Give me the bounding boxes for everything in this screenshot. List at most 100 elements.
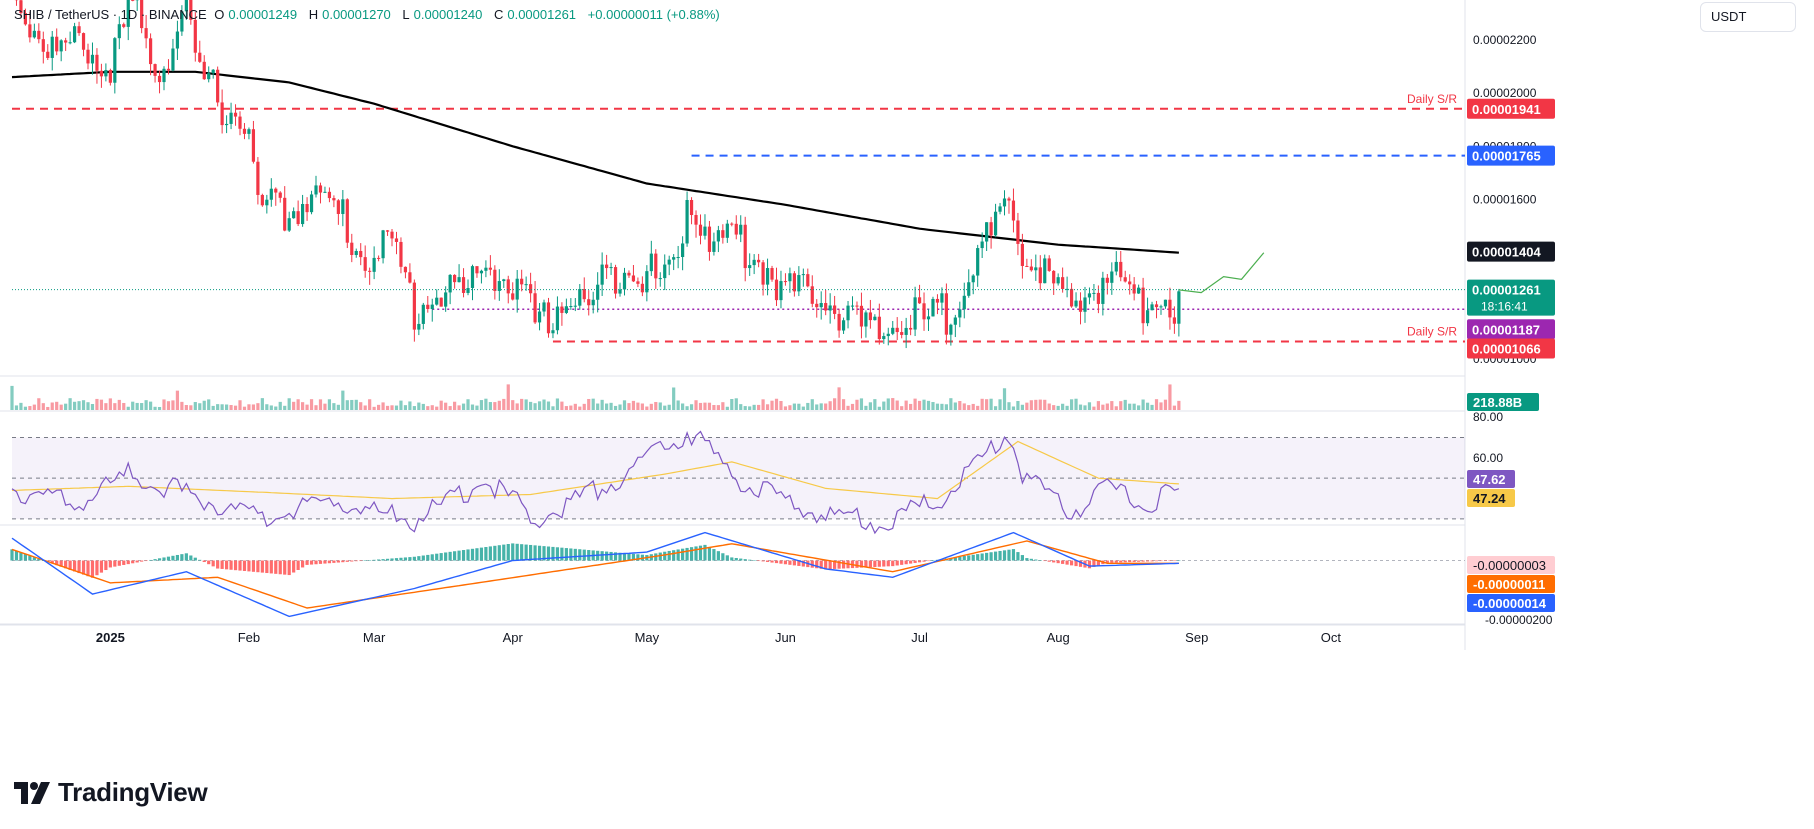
- macd-histogram-bar: [681, 548, 685, 561]
- macd-histogram-bar: [797, 560, 801, 566]
- volume-bar: [345, 400, 349, 410]
- volume-bar: [730, 399, 734, 410]
- candle-body: [470, 266, 475, 289]
- candle-body: [403, 266, 408, 273]
- candle-body: [529, 284, 533, 294]
- macd-histogram-bar: [457, 550, 461, 561]
- macd-histogram-bar: [672, 550, 676, 561]
- volume-bar: [207, 399, 211, 410]
- candle-body: [260, 194, 264, 206]
- candle-body: [41, 39, 45, 52]
- volume-bar: [19, 402, 23, 410]
- candle-body: [730, 223, 734, 225]
- volume-bar: [935, 403, 940, 410]
- support-price-badge-bg: [1467, 319, 1555, 340]
- macd-histogram-bar: [292, 560, 296, 573]
- candle-body: [904, 327, 908, 335]
- candle-body: [457, 277, 461, 283]
- candle-body: [394, 238, 399, 242]
- support-price-badge: 0.00001187: [1467, 319, 1555, 340]
- macd-histogram-bar: [685, 547, 689, 561]
- volume-bar: [41, 403, 45, 410]
- candle-body: [421, 304, 425, 324]
- time-tick-label: Aug: [1047, 630, 1070, 645]
- volume-bar: [224, 404, 229, 410]
- volume-bar: [1141, 399, 1145, 410]
- candle-body: [417, 323, 421, 330]
- macd-histogram-bar: [233, 560, 238, 571]
- volume-bar: [439, 400, 443, 410]
- volume-bar: [269, 405, 273, 410]
- macd-histogram-bar: [296, 560, 300, 570]
- macd-histogram-bar: [318, 560, 323, 564]
- volume-bar: [64, 403, 68, 410]
- volume-bar: [582, 403, 586, 410]
- sma-price-badge-bg: [1467, 241, 1555, 262]
- tradingview-logo[interactable]: TradingView: [14, 777, 208, 808]
- volume-bar: [131, 401, 135, 410]
- volume-bar: [28, 406, 32, 410]
- volume-bar: [1123, 399, 1127, 410]
- macd-histogram-bar: [752, 560, 756, 561]
- volume-bar: [421, 403, 425, 410]
- volume-bar: [1154, 399, 1159, 410]
- candle-body: [739, 224, 743, 235]
- macd-histogram-bar: [631, 553, 636, 561]
- candle-body: [493, 269, 497, 291]
- macd-histogram-bar: [1034, 559, 1038, 561]
- time-tick-label: Jun: [775, 630, 796, 645]
- macd-histogram-bar: [1038, 560, 1042, 561]
- volume-bar: [971, 403, 975, 410]
- volume-bar: [1069, 399, 1074, 410]
- volume-bar: [1172, 405, 1176, 410]
- currency-selector[interactable]: USDT: [1700, 2, 1796, 32]
- candle-body: [327, 191, 332, 199]
- macd-histogram-bar: [113, 560, 117, 567]
- volume-bar: [251, 404, 256, 410]
- volume-bar: [1029, 400, 1033, 410]
- volume-bar: [140, 403, 144, 410]
- candle-body: [122, 24, 126, 27]
- macd-histogram-bar: [730, 557, 734, 561]
- volume-bar: [1105, 403, 1109, 410]
- volume-bar: [23, 406, 28, 410]
- volume-bar: [797, 403, 801, 410]
- macd-histogram-bar: [202, 560, 206, 563]
- macd-histogram-bar: [743, 559, 747, 561]
- volume-bar: [882, 401, 886, 410]
- volume-bar: [363, 405, 367, 410]
- macd-histogram-bar: [184, 553, 188, 561]
- volume-bar: [260, 398, 264, 410]
- macd-histogram-bar: [37, 558, 41, 561]
- macd-histogram-bar: [323, 560, 327, 564]
- candle-body: [886, 333, 890, 337]
- volume-bar: [1087, 402, 1092, 410]
- macd-histogram-bar: [122, 560, 126, 565]
- volume-bar: [265, 404, 269, 410]
- volume-bar: [10, 385, 14, 410]
- macd-histogram-bar: [220, 560, 224, 569]
- macd-histogram-bar: [1092, 560, 1096, 567]
- volume-bar: [940, 403, 944, 410]
- macd-histogram-bar: [1137, 560, 1141, 562]
- volume-bar: [864, 405, 868, 410]
- macd-histogram-bar: [779, 560, 783, 564]
- candle-body: [815, 303, 819, 308]
- symbol-name[interactable]: SHIB / TetherUS · 1D · BINANCE: [14, 7, 207, 22]
- macd-histogram-bar: [86, 560, 90, 577]
- volume-bar: [211, 405, 215, 410]
- macd-histogram-bar: [32, 557, 36, 561]
- macd-histogram-bar: [408, 557, 412, 561]
- candle-body: [23, 13, 28, 25]
- macd-histogram-bar: [703, 544, 707, 561]
- macd-histogram-bar: [1047, 560, 1051, 562]
- volume-bar: [1052, 405, 1056, 410]
- volume-bar: [1110, 401, 1114, 410]
- level-price-badge-text: 0.00001941: [1472, 102, 1541, 117]
- candle-body: [301, 204, 305, 225]
- macd-histogram-bar: [108, 560, 112, 568]
- candle-body: [1011, 200, 1016, 221]
- candle-body: [314, 185, 318, 195]
- macd-histogram-bar: [14, 550, 19, 561]
- volume-bar: [292, 401, 296, 410]
